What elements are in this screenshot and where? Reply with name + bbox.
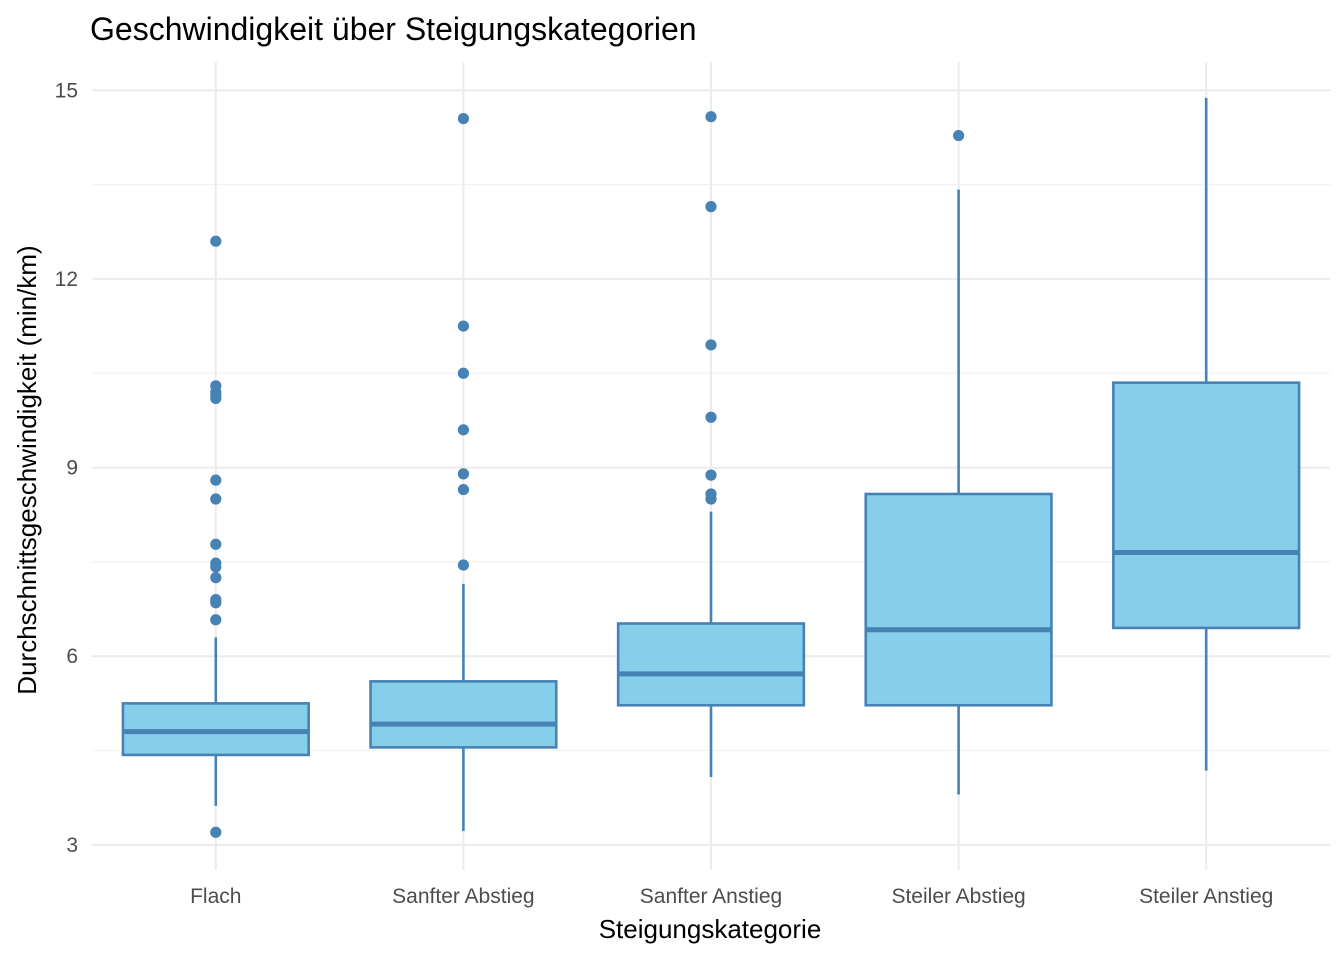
y-tick-label: 3 — [66, 834, 78, 857]
x-tick-label: Flach — [190, 885, 241, 908]
y-tick-label: 15 — [55, 79, 78, 102]
x-tick-label: Sanfter Abstieg — [392, 885, 534, 908]
outlier-point — [458, 368, 469, 379]
x-axis-ticks: Flach Sanfter Abstieg Sanfter Anstieg Steil… — [190, 885, 1273, 908]
box-iqr — [866, 494, 1052, 705]
outlier-point — [705, 201, 716, 212]
box-iqr — [123, 703, 309, 755]
box-group — [1113, 98, 1299, 771]
outlier-point — [210, 493, 221, 504]
chart-title: Geschwindigkeit über Steigungskategorien — [90, 11, 697, 47]
outlier-point — [458, 468, 469, 479]
outlier-point — [210, 236, 221, 247]
outlier-point — [705, 470, 716, 481]
x-tick-label: Steiler Anstieg — [1139, 885, 1273, 908]
y-tick-label: 6 — [66, 645, 78, 668]
outlier-point — [458, 320, 469, 331]
outlier-point — [210, 380, 221, 391]
box-iqr — [371, 681, 557, 747]
outlier-point — [458, 559, 469, 570]
outlier-point — [705, 412, 716, 423]
x-tick-label: Sanfter Anstieg — [640, 885, 782, 908]
outlier-point — [458, 424, 469, 435]
outlier-point — [705, 111, 716, 122]
x-tick-label: Steiler Abstieg — [891, 885, 1025, 908]
outlier-point — [210, 572, 221, 583]
y-tick-label: 12 — [55, 268, 78, 291]
box-group — [866, 130, 1052, 795]
outlier-point — [210, 558, 221, 569]
box-iqr — [618, 624, 804, 706]
y-axis-ticks: 3 6 9 12 15 — [55, 79, 78, 857]
x-axis-title: Steigungskategorie — [599, 914, 822, 944]
outlier-point — [210, 475, 221, 486]
outlier-point — [705, 339, 716, 350]
outlier-point — [210, 827, 221, 838]
outlier-point — [210, 539, 221, 550]
outlier-point — [210, 594, 221, 605]
y-tick-label: 9 — [66, 457, 78, 480]
outlier-point — [458, 484, 469, 495]
outlier-point — [705, 488, 716, 499]
outlier-point — [458, 113, 469, 124]
y-axis-title: Durchschnittsgeschwindigkeit (min/km) — [12, 245, 42, 694]
outlier-point — [953, 130, 964, 141]
box-iqr — [1113, 383, 1299, 628]
outlier-point — [210, 614, 221, 625]
